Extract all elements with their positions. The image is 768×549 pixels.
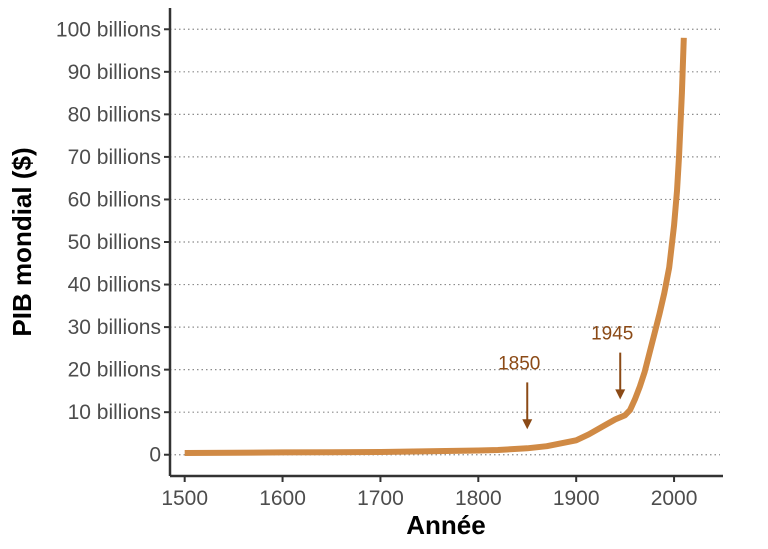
x-axis-title: Année xyxy=(406,510,485,540)
y-tick-label: 10 billions xyxy=(68,401,161,424)
annotation-arrow-head xyxy=(522,419,533,430)
y-tick-label: 0 xyxy=(149,444,161,467)
axes xyxy=(168,8,723,478)
y-tick-label: 30 billions xyxy=(68,316,161,339)
y-tick-label: 50 billions xyxy=(68,231,161,254)
x-tick-label: 2000 xyxy=(651,487,698,510)
x-tick-label: 1900 xyxy=(553,487,600,510)
x-tick-label: 1700 xyxy=(357,487,404,510)
annotations: 1850 1945 xyxy=(498,324,633,430)
y-tick-label: 100 billions xyxy=(56,18,161,41)
y-tick-label: 40 billions xyxy=(68,274,161,297)
annotation-arrow-head xyxy=(615,389,626,400)
y-tick-label: 80 billions xyxy=(68,103,161,126)
y-tick-label: 70 billions xyxy=(68,146,161,169)
x-tick-label: 1500 xyxy=(161,487,208,510)
y-tick-label: 60 billions xyxy=(68,188,161,211)
y-axis-title: PIB mondial ($) xyxy=(7,147,37,336)
grid-lines xyxy=(170,28,720,456)
annotation-label: 1850 xyxy=(498,353,540,374)
y-axis-ticks: 0 10 billions 20 billions 30 billions 40 bil… xyxy=(56,18,170,467)
x-tick-label: 1800 xyxy=(455,487,502,510)
gdp-series-line xyxy=(184,37,687,456)
y-tick-label: 20 billions xyxy=(68,359,161,382)
x-tick-label: 1600 xyxy=(259,487,306,510)
y-tick-label: 90 billions xyxy=(68,61,161,84)
x-axis-ticks: 1500 1600 1700 1800 1900 2000 xyxy=(161,476,697,510)
annotation-label: 1945 xyxy=(591,324,633,345)
